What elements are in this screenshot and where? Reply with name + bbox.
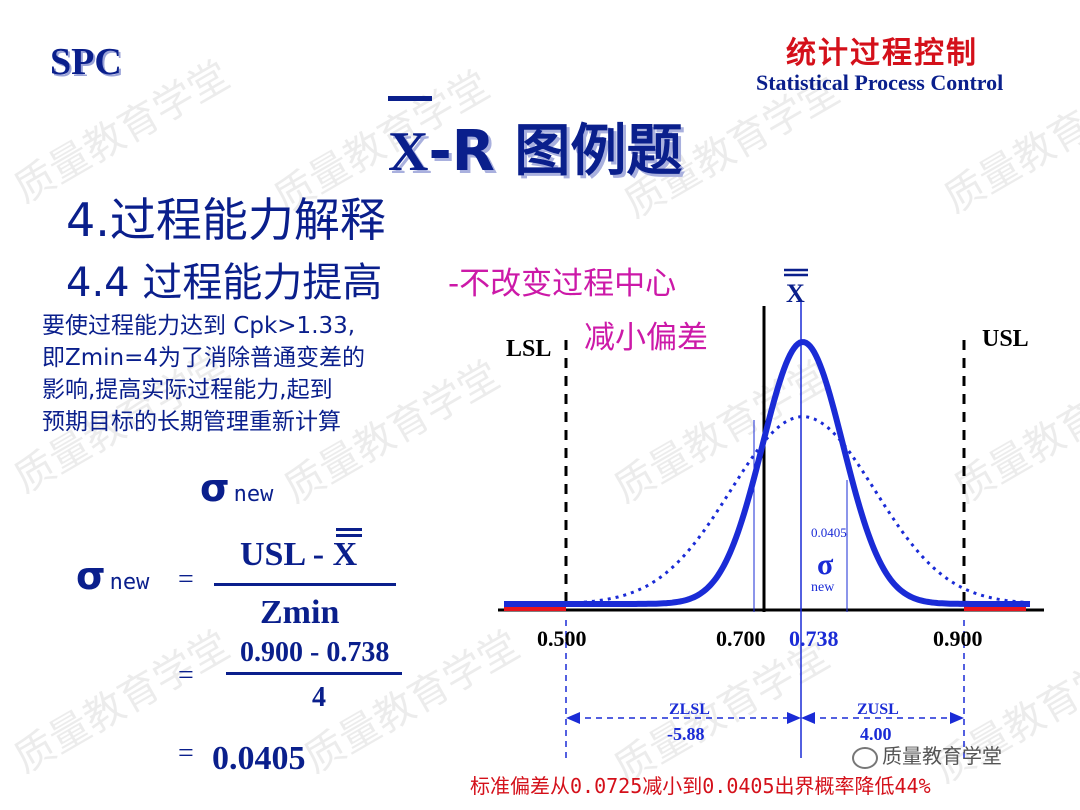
arrowhead bbox=[801, 712, 815, 724]
equals-sign: = bbox=[178, 660, 194, 691]
sigma-symbol-label: σ bbox=[817, 548, 834, 581]
new-subscript: new bbox=[233, 482, 274, 507]
title-text: -R 图例题 bbox=[428, 119, 683, 184]
result-value: 0.0405 bbox=[212, 740, 306, 777]
arrowhead bbox=[566, 712, 580, 724]
sigma-sub-label: new bbox=[811, 580, 835, 595]
zlsl-label: ZLSL bbox=[669, 701, 710, 718]
tick-label: 0.500 bbox=[537, 626, 587, 651]
paragraph-line: 要使过程能力达到 Cpk>1.33, bbox=[42, 313, 356, 339]
lsl-label: LSL bbox=[506, 336, 551, 362]
formula-numerator: USL - X bbox=[240, 536, 358, 573]
explanation-paragraph: 要使过程能力达到 Cpk>1.33, 即Zmin=4为了消除普通变差的 影响,提… bbox=[42, 310, 365, 438]
wechat-handle-text: 质量教育学堂 bbox=[882, 744, 1002, 768]
usl-label: USL bbox=[982, 326, 1029, 352]
title-symbol: X bbox=[388, 121, 429, 183]
equals-sign: = bbox=[178, 738, 194, 769]
calc-numerator: 0.900 - 0.738 bbox=[240, 637, 390, 668]
arrowhead bbox=[787, 712, 801, 724]
tick-label: 0.738 bbox=[789, 626, 839, 651]
xbar-double-overline bbox=[336, 534, 362, 537]
paragraph-line: 即Zmin=4为了消除普通变差的 bbox=[42, 345, 366, 371]
xbar-overline bbox=[388, 96, 432, 101]
heading-process-capability: 4.过程能力解释 bbox=[66, 193, 386, 247]
tick-label: 0.900 bbox=[933, 626, 983, 651]
subtitle-keep-center: -不改变过程中心 bbox=[448, 266, 677, 302]
calc-denominator: 4 bbox=[312, 682, 326, 713]
new-subscript: new bbox=[109, 570, 150, 595]
subtitle-reduce-deviation: 减小偏差 bbox=[584, 320, 708, 356]
header-title-cn: 统计过程控制 bbox=[786, 36, 978, 71]
arrowhead bbox=[950, 712, 964, 724]
zusl-value: 4.00 bbox=[860, 724, 892, 744]
fraction-bar bbox=[214, 583, 396, 586]
footer-note: 标准偏差从0.0725减小到0.0405出界概率降低44% bbox=[470, 774, 931, 798]
sigma-symbol: σ bbox=[200, 466, 230, 510]
sigma-new-label: σ new bbox=[200, 466, 273, 510]
paragraph-line: 影响,提高实际过程能力,起到 bbox=[42, 377, 333, 403]
formula-denominator: Zmin bbox=[260, 594, 340, 631]
spc-logo: SPC bbox=[50, 41, 122, 83]
heading-capability-improve: 4.4 过程能力提高 bbox=[66, 260, 383, 306]
paragraph-line: 预期目标的长期管理重新计算 bbox=[42, 409, 341, 435]
sigma-value-label: 0.0405 bbox=[811, 525, 847, 540]
fraction-bar bbox=[226, 672, 402, 675]
formula-lhs: σ new bbox=[76, 554, 149, 598]
zusl-label: ZUSL bbox=[857, 701, 899, 718]
equals-sign: = bbox=[178, 564, 194, 595]
zlsl-value: -5.88 bbox=[667, 724, 705, 744]
old-distribution-curve bbox=[504, 415, 1031, 606]
tick-label: 0.700 bbox=[716, 626, 766, 651]
wechat-handle: 质量教育学堂 bbox=[852, 740, 1002, 769]
xbar-label: X bbox=[786, 279, 805, 308]
new-distribution-curve bbox=[504, 339, 1030, 607]
xbar-double-overline bbox=[336, 528, 362, 531]
header-title-en: Statistical Process Control bbox=[756, 70, 1004, 95]
sigma-symbol: σ bbox=[76, 554, 106, 598]
slide-title: X-R 图例题 bbox=[388, 106, 682, 187]
wechat-icon bbox=[852, 746, 878, 769]
